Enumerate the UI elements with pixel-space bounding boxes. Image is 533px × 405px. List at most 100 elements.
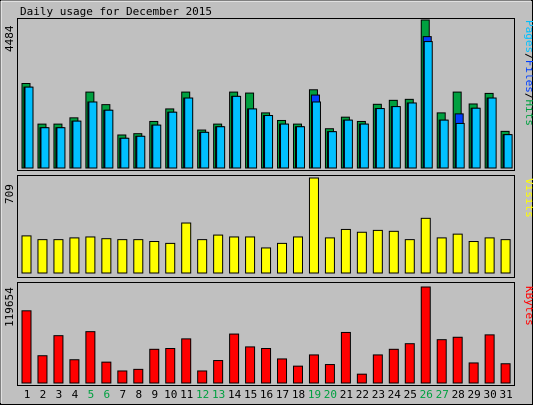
kbytes-bar	[261, 348, 272, 384]
day-label: 28	[452, 388, 465, 401]
kbytes-bar	[85, 331, 96, 384]
visits-bar	[133, 239, 144, 274]
day-label: 16	[260, 388, 273, 401]
hits-bars	[21, 19, 513, 169]
day-label: 6	[104, 388, 111, 401]
day-label: 10	[164, 388, 177, 401]
pages-bar	[391, 106, 401, 169]
pages-bar	[280, 123, 290, 169]
pages-bar	[471, 107, 481, 169]
day-label: 19	[308, 388, 321, 401]
visits-bar	[292, 236, 303, 274]
hits-ymax-label: 4484	[3, 25, 16, 52]
pages-bar	[423, 41, 433, 169]
kbytes-bar	[356, 373, 367, 384]
pages-bar	[455, 122, 465, 169]
pages-bar	[104, 109, 114, 169]
kbytes-bar	[197, 370, 208, 384]
kbytes-bar	[165, 348, 176, 384]
pages-bar	[439, 119, 449, 169]
legend-sep-1: /	[523, 53, 533, 60]
pages-bar	[327, 131, 337, 169]
day-label: 1	[24, 388, 31, 401]
pages-bar	[40, 127, 50, 169]
day-label: 12	[196, 388, 209, 401]
kbytes-ymax-label: 119654	[3, 287, 16, 327]
pages-bar	[88, 101, 98, 169]
day-label: 21	[340, 388, 353, 401]
legend-pages: Pages	[523, 20, 533, 53]
day-label: 30	[484, 388, 497, 401]
visits-bar	[420, 217, 431, 274]
kbytes-bar	[21, 310, 32, 384]
visits-bar	[468, 241, 479, 274]
day-label: 18	[292, 388, 305, 401]
day-label: 2	[40, 388, 47, 401]
pages-bar	[232, 95, 242, 169]
pages-bar	[343, 119, 353, 169]
visits-bar	[277, 242, 288, 274]
visits-bar	[117, 239, 128, 274]
day-labels: 1 2 3 4 5 6 7 8 9 10 11 12 13 14 15 16 17 18 19 20 21 22 23 24 2…	[24, 388, 513, 401]
kbytes-bar	[500, 363, 511, 384]
visits-bar	[197, 239, 208, 274]
kbytes-bar	[452, 336, 463, 384]
visits-bar	[308, 177, 319, 274]
visits-bar	[372, 229, 383, 274]
pages-bar	[248, 108, 258, 169]
day-label: 23	[372, 388, 385, 401]
pages-bar	[503, 134, 513, 169]
legend-files: Files	[523, 60, 533, 93]
kbytes-bar	[308, 354, 319, 384]
chart-title: Daily usage for December 2015	[20, 5, 212, 18]
day-label: 25	[404, 388, 417, 401]
day-label: 15	[244, 388, 257, 401]
kbytes-bar	[420, 286, 431, 384]
pages-bar	[120, 137, 130, 169]
day-label: 27	[436, 388, 449, 401]
kbytes-bar	[324, 364, 335, 384]
kbytes-bar	[229, 333, 240, 384]
kbytes-bar	[181, 338, 192, 384]
day-label: 11	[180, 388, 193, 401]
day-label: 4	[72, 388, 79, 401]
day-label: 14	[228, 388, 242, 401]
visits-bar	[500, 239, 511, 274]
day-label: 3	[56, 388, 63, 401]
visits-bar	[484, 237, 495, 274]
visits-bar	[245, 236, 256, 274]
kbytes-bar	[388, 348, 399, 384]
pages-bar	[152, 124, 162, 169]
visits-bar	[340, 228, 351, 274]
visits-bar	[85, 236, 96, 274]
visits-bar	[149, 241, 160, 274]
legend-sep-2: /	[523, 93, 533, 100]
visits-bar	[21, 235, 32, 274]
kbytes-bars	[21, 286, 511, 384]
day-label: 31	[499, 388, 512, 401]
kbytes-bar	[436, 339, 447, 384]
visits-bar	[388, 230, 399, 274]
visits-bar	[213, 234, 224, 274]
pages-bar	[56, 127, 66, 169]
visits-bar	[356, 231, 367, 274]
pages-bar	[407, 102, 417, 169]
kbytes-bar	[213, 360, 224, 384]
visits-bar	[324, 237, 335, 274]
pages-bar	[311, 101, 321, 169]
kbytes-bar	[372, 354, 383, 384]
kbytes-bar	[37, 355, 48, 384]
kbytes-bar	[53, 335, 64, 384]
visits-bars	[21, 177, 511, 274]
pages-bar	[184, 97, 194, 169]
kbytes-bar	[340, 331, 351, 384]
kbytes-bar	[404, 343, 415, 384]
visits-bar	[37, 239, 48, 274]
day-label: 26	[420, 388, 433, 401]
day-label: 13	[212, 388, 225, 401]
visits-bar	[181, 222, 192, 274]
visits-bar	[101, 238, 112, 274]
kbytes-bar	[245, 346, 256, 384]
pages-bar	[375, 108, 385, 169]
